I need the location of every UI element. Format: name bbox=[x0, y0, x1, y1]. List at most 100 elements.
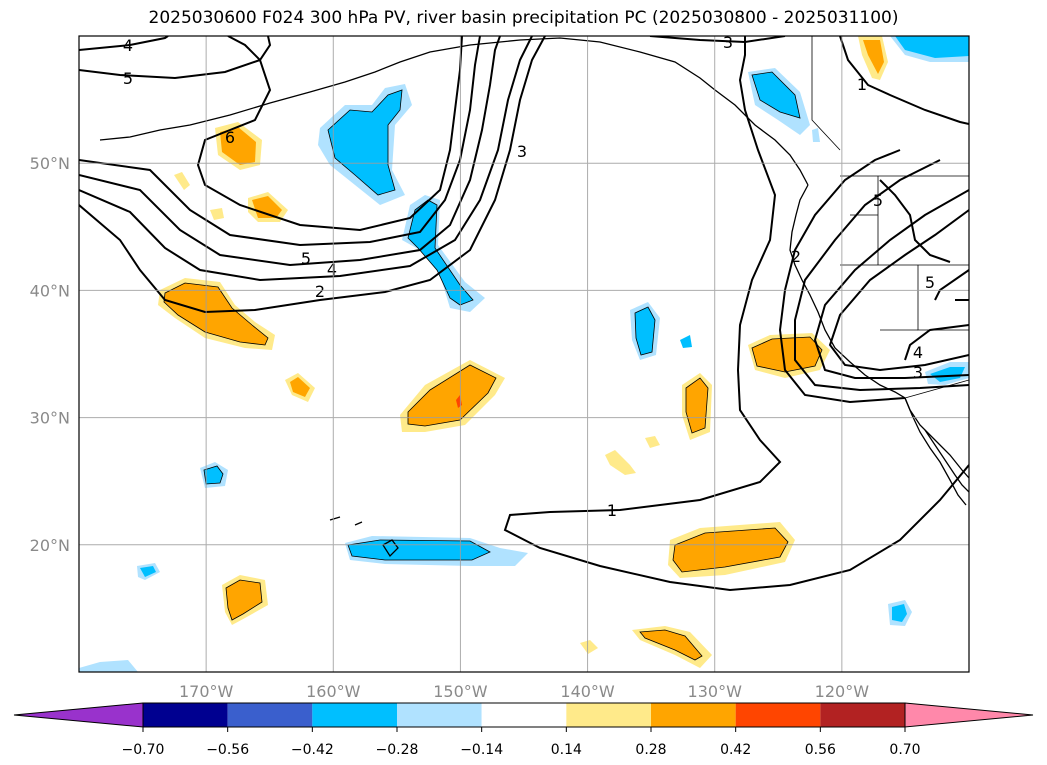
precip-patch bbox=[290, 377, 310, 397]
precip-patch bbox=[328, 90, 402, 195]
contour-label: 3 bbox=[517, 142, 527, 161]
colorbar-segment bbox=[820, 703, 905, 727]
contour-label: 2 bbox=[791, 247, 801, 266]
state-border bbox=[904, 379, 969, 399]
pv-contour-ca2 bbox=[813, 189, 969, 379]
colorbar-segment bbox=[143, 703, 228, 727]
colorbar-over-arrow bbox=[904, 702, 1034, 728]
colorbar-tick-label: −0.56 bbox=[206, 742, 249, 758]
colorbar-frame bbox=[142, 702, 906, 728]
pv-contour-ca3 bbox=[794, 159, 969, 392]
bc-coast bbox=[789, 184, 969, 479]
colorbar-tick-label: 0.42 bbox=[720, 742, 751, 758]
precip-patch bbox=[226, 580, 262, 620]
colorbar-segment bbox=[481, 703, 567, 727]
contour-label: 4 bbox=[913, 343, 923, 362]
map-frame bbox=[78, 35, 970, 673]
colorbar-segment bbox=[227, 703, 313, 727]
lat-tick-label: 40°N bbox=[30, 281, 70, 300]
lon-tick-label: 170°W bbox=[179, 682, 234, 701]
pv-contours bbox=[79, 36, 969, 592]
contour-label: 3 bbox=[723, 33, 733, 52]
lon-tick-label: 140°W bbox=[560, 682, 615, 701]
precip-patch bbox=[930, 367, 965, 382]
contour-label: 5 bbox=[873, 191, 883, 210]
pv-contour-1b bbox=[839, 36, 969, 125]
lon-tick-label: 150°W bbox=[433, 682, 488, 701]
precip-patch bbox=[348, 540, 490, 560]
colorbar-segment bbox=[566, 703, 651, 727]
contour-label: 3 bbox=[913, 363, 923, 382]
precip-patch bbox=[605, 450, 636, 475]
precip-patch bbox=[580, 640, 598, 654]
precip-patch bbox=[635, 307, 655, 355]
precip-patch bbox=[645, 436, 660, 448]
map-title: 2025030600 F024 300 hPa PV, river basin … bbox=[148, 8, 899, 28]
precip-patch bbox=[863, 40, 884, 74]
alaska-border bbox=[811, 36, 841, 151]
pv-contour-3b bbox=[649, 36, 786, 44]
pv-contour-3 bbox=[79, 36, 533, 282]
gridlines bbox=[79, 36, 969, 672]
colorbar-tick-label: −0.70 bbox=[122, 742, 165, 758]
contour-label: 5 bbox=[925, 273, 935, 292]
lat-tick-label: 20°N bbox=[30, 536, 70, 555]
pv-contour-1 bbox=[503, 36, 969, 592]
contour-label: 2 bbox=[315, 282, 325, 301]
colorbar-tick-label: 0.14 bbox=[551, 742, 582, 758]
precip-patch bbox=[686, 378, 708, 433]
precip-patch bbox=[220, 127, 256, 165]
precip-patch bbox=[752, 72, 800, 118]
precip-patch bbox=[673, 528, 788, 572]
precip-patch bbox=[408, 365, 496, 426]
precip-patch bbox=[210, 208, 224, 220]
lon-tick-label: 160°W bbox=[306, 682, 361, 701]
precip-patch bbox=[174, 172, 190, 190]
map-background bbox=[79, 36, 969, 672]
colorbar-segment bbox=[397, 703, 482, 727]
precip-patch bbox=[79, 660, 138, 672]
contour-label: 5 bbox=[123, 69, 133, 88]
hawaii-islands bbox=[329, 516, 399, 558]
precip-patch bbox=[752, 337, 822, 372]
pv-contour-4 bbox=[79, 36, 501, 267]
contour-label: 5 bbox=[301, 249, 311, 268]
colorbar-segment bbox=[651, 703, 736, 727]
precip-patch bbox=[680, 335, 692, 348]
alaska-coast bbox=[99, 37, 809, 186]
colorbar-tick-label: −0.14 bbox=[460, 742, 503, 758]
contour-label: 4 bbox=[123, 36, 133, 55]
precip-patch bbox=[640, 630, 702, 660]
pv-contour-6 bbox=[196, 36, 463, 232]
colorbar: −0.70 −0.56 −0.42 −0.28 −0.14 0.14 0.28 0.42 0.5… bbox=[13, 702, 1034, 758]
pv-contour-5b bbox=[79, 36, 272, 80]
lon-tick-label: 120°W bbox=[815, 682, 870, 701]
lat-tick-label: 50°N bbox=[30, 154, 70, 173]
pv-contour-ca7 bbox=[904, 324, 969, 361]
colorbar-under-arrow bbox=[13, 702, 144, 728]
precip-patch bbox=[164, 283, 268, 345]
colorbar-tick-label: 0.56 bbox=[805, 742, 836, 758]
colorbar-segment bbox=[735, 703, 821, 727]
pv-contour-5 bbox=[79, 36, 481, 247]
precip-patch bbox=[140, 566, 156, 577]
precip-patch bbox=[204, 466, 223, 484]
contour-label: 6 bbox=[225, 128, 235, 147]
contour-label: 4 bbox=[327, 260, 337, 279]
colorbar-tick-label: −0.42 bbox=[291, 742, 334, 758]
mainland-coast bbox=[924, 429, 969, 493]
lat-tick-label: 30°N bbox=[30, 409, 70, 428]
colorbar-tick-label: −0.28 bbox=[376, 742, 419, 758]
grid-labels: 170°W 160°W 150°W 140°W 130°W 120°W 20°N 30°N 40… bbox=[30, 154, 870, 701]
precip-patch bbox=[895, 36, 969, 58]
colorbar-tick-label: 0.28 bbox=[635, 742, 666, 758]
precip-patch bbox=[812, 128, 820, 142]
lon-tick-label: 130°W bbox=[688, 682, 743, 701]
precip-patch bbox=[892, 604, 907, 622]
contour-label: 1 bbox=[607, 501, 617, 520]
colorbar-segment bbox=[312, 703, 397, 727]
pv-contour-4b bbox=[79, 36, 169, 51]
pv-contour-ca8 bbox=[879, 179, 951, 263]
colorbar-tick-label: 0.70 bbox=[889, 742, 920, 758]
